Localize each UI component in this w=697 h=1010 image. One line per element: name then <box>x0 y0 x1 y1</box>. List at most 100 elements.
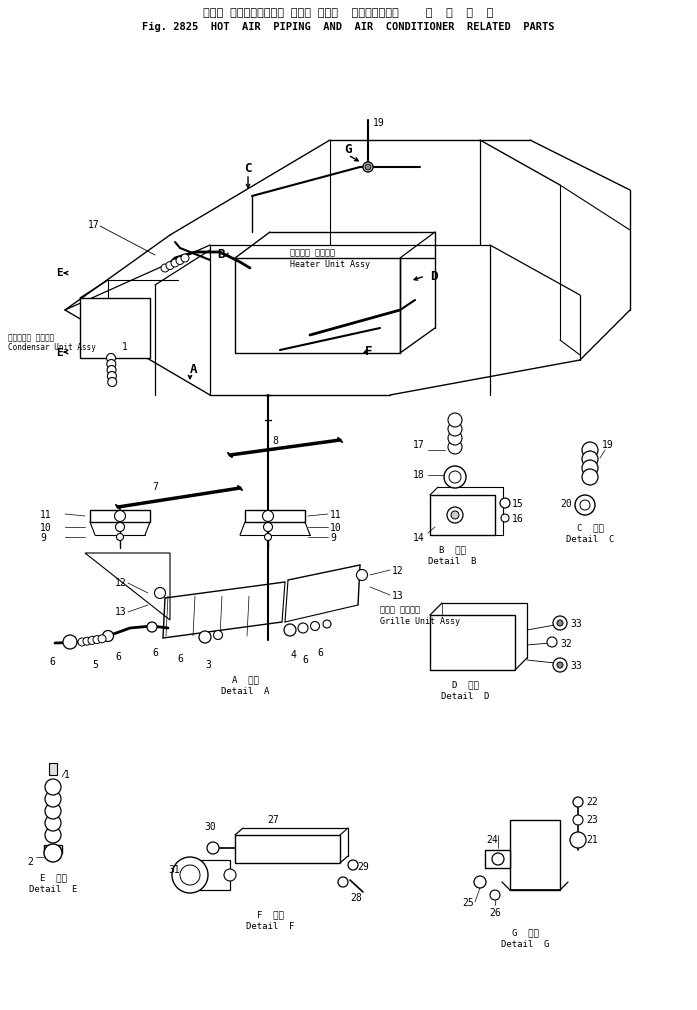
Bar <box>49 763 57 775</box>
Text: B  詳細: B 詳細 <box>438 545 466 554</box>
Circle shape <box>98 635 106 642</box>
Circle shape <box>582 460 598 476</box>
Circle shape <box>78 638 86 646</box>
Circle shape <box>224 869 236 881</box>
Circle shape <box>172 857 208 893</box>
Text: 6: 6 <box>49 656 55 667</box>
Circle shape <box>310 621 319 630</box>
Circle shape <box>263 522 273 531</box>
Circle shape <box>570 832 586 848</box>
Circle shape <box>553 658 567 672</box>
Text: A: A <box>190 363 197 376</box>
Text: Condensar Unit Assy: Condensar Unit Assy <box>8 343 96 352</box>
Text: Grille Unit Assy: Grille Unit Assy <box>380 617 460 626</box>
Text: 4: 4 <box>290 650 296 660</box>
Bar <box>235 258 400 354</box>
Text: 17: 17 <box>88 220 100 230</box>
Circle shape <box>102 630 114 641</box>
Text: ヒーター ユニット: ヒーター ユニット <box>290 248 335 257</box>
Circle shape <box>207 842 219 854</box>
Text: 30: 30 <box>204 822 216 832</box>
Text: G  詳細: G 詳細 <box>512 928 539 937</box>
Circle shape <box>284 624 296 636</box>
Circle shape <box>107 354 116 363</box>
Text: 11: 11 <box>40 510 52 520</box>
Text: 26: 26 <box>489 908 501 918</box>
Circle shape <box>573 815 583 825</box>
Text: 27: 27 <box>267 815 279 825</box>
Text: 13: 13 <box>115 607 127 617</box>
Text: 9: 9 <box>40 533 46 543</box>
Circle shape <box>575 495 595 515</box>
Text: 2: 2 <box>27 857 33 867</box>
Circle shape <box>116 533 123 540</box>
Text: 8: 8 <box>272 436 278 446</box>
Circle shape <box>553 616 567 630</box>
Circle shape <box>176 257 184 265</box>
Circle shape <box>580 500 590 510</box>
Text: 12: 12 <box>115 578 127 588</box>
Text: Detail  D: Detail D <box>441 692 489 701</box>
Text: E  詳細: E 詳細 <box>40 873 66 882</box>
Text: 9: 9 <box>330 533 336 543</box>
Circle shape <box>492 853 504 865</box>
Circle shape <box>108 378 116 387</box>
Text: 31: 31 <box>168 865 180 875</box>
Circle shape <box>547 637 557 647</box>
Text: 1: 1 <box>64 770 70 780</box>
Text: Detail  C: Detail C <box>566 535 614 544</box>
Circle shape <box>501 514 509 522</box>
Text: 10: 10 <box>330 523 342 533</box>
Text: 24: 24 <box>486 835 498 845</box>
Bar <box>80 298 150 358</box>
Text: Detail  F: Detail F <box>246 922 294 931</box>
Circle shape <box>155 588 165 599</box>
Text: 13: 13 <box>392 591 404 601</box>
Text: Fig. 2825  HOT  AIR  PIPING  AND  AIR  CONDITIONER  RELATED  PARTS: Fig. 2825 HOT AIR PIPING AND AIR CONDITI… <box>141 22 554 32</box>
Circle shape <box>447 507 463 523</box>
Circle shape <box>263 510 273 521</box>
Text: 18: 18 <box>413 470 425 480</box>
Text: 1: 1 <box>122 342 128 352</box>
Text: Detail  E: Detail E <box>29 885 77 894</box>
Text: 10: 10 <box>40 523 52 533</box>
Text: A  詳細: A 詳細 <box>231 675 259 684</box>
Text: Detail  B: Detail B <box>428 557 476 566</box>
Circle shape <box>107 366 116 375</box>
Text: 6: 6 <box>115 652 121 662</box>
Circle shape <box>348 860 358 870</box>
Text: 11: 11 <box>330 510 342 520</box>
Text: 12: 12 <box>392 566 404 576</box>
Bar <box>485 850 510 868</box>
Text: G: G <box>344 143 352 156</box>
Circle shape <box>573 797 583 807</box>
Circle shape <box>181 254 189 262</box>
Text: 17: 17 <box>413 440 425 450</box>
Text: F: F <box>365 345 372 358</box>
Text: Detail  G: Detail G <box>501 940 549 949</box>
Circle shape <box>45 779 61 795</box>
Bar <box>430 615 515 670</box>
Circle shape <box>363 162 373 172</box>
Text: 33: 33 <box>570 619 582 629</box>
Text: 23: 23 <box>586 815 598 825</box>
Text: D: D <box>430 270 438 283</box>
Circle shape <box>116 522 125 531</box>
Text: 5: 5 <box>92 660 98 670</box>
Text: 20: 20 <box>560 499 572 509</box>
Text: 28: 28 <box>350 893 362 903</box>
Circle shape <box>45 791 61 807</box>
Circle shape <box>338 877 348 887</box>
Bar <box>510 820 560 890</box>
Circle shape <box>161 264 169 272</box>
Circle shape <box>93 635 101 643</box>
Circle shape <box>365 164 371 170</box>
Circle shape <box>448 413 462 427</box>
Text: 6: 6 <box>152 648 158 658</box>
Text: 32: 32 <box>560 639 572 649</box>
Circle shape <box>107 372 116 381</box>
Text: 21: 21 <box>586 835 598 845</box>
Circle shape <box>147 622 157 632</box>
Text: 19: 19 <box>602 440 614 450</box>
Circle shape <box>356 570 367 581</box>
